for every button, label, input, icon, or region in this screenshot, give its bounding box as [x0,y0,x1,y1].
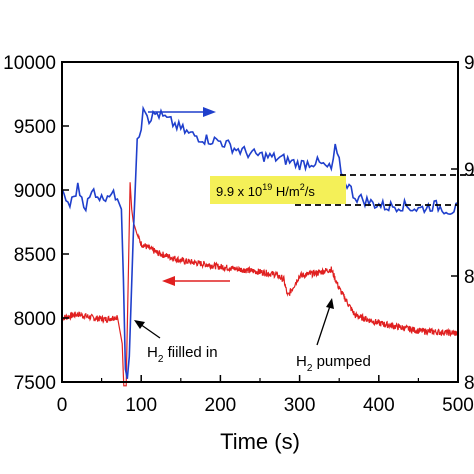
red-arrow-head [162,276,175,286]
right-tick-label: 9 [464,53,474,74]
y-tick-label: 9500 [14,117,56,138]
blue-arrow-head [203,107,216,117]
y-tick-label: 9000 [14,181,56,202]
ticks-layer: 0 100 200 300 400 500 7500 8000 8500 9000 9500 1000… [3,53,474,416]
rate-box [210,176,346,204]
y-tick-label: 7500 [14,373,56,394]
annotation-layer: 9.9 x 1019 H/m2/s H2 fiilled in H2 pumpe… [134,107,474,374]
h2-filled-label: H2 fiilled in [147,344,218,365]
h2-pumped-arrow-shaft [316,305,331,346]
h2-pumped-label: H2 pumped [296,353,371,374]
x-tick-label: 0 [57,395,68,416]
right-tick-label: 9 [464,160,474,181]
right-tick-label: 8 [464,373,474,394]
x-tick-label: 300 [284,395,316,416]
h2-pumped-arrow-head [326,298,334,309]
h2-filled-arrow-shaft [139,323,161,339]
x-tick-label: 400 [363,395,395,416]
h2-filled-arrow-head [134,320,145,329]
y-tick-label: 10000 [3,53,56,74]
series-layer [61,105,459,387]
x-tick-label: 500 [442,395,474,416]
rate-label: 9.9 x 1019 H/m2/s [216,182,315,199]
y-tick-label: 8500 [14,245,56,266]
series-line-red [61,182,459,387]
y-tick-label: 8000 [14,309,56,330]
x-axis-title: Time (s) [220,429,300,454]
right-tick-label: 8 [464,267,474,288]
x-tick-label: 200 [205,395,237,416]
series-line-blue [61,105,459,379]
x-tick-label: 100 [125,395,157,416]
